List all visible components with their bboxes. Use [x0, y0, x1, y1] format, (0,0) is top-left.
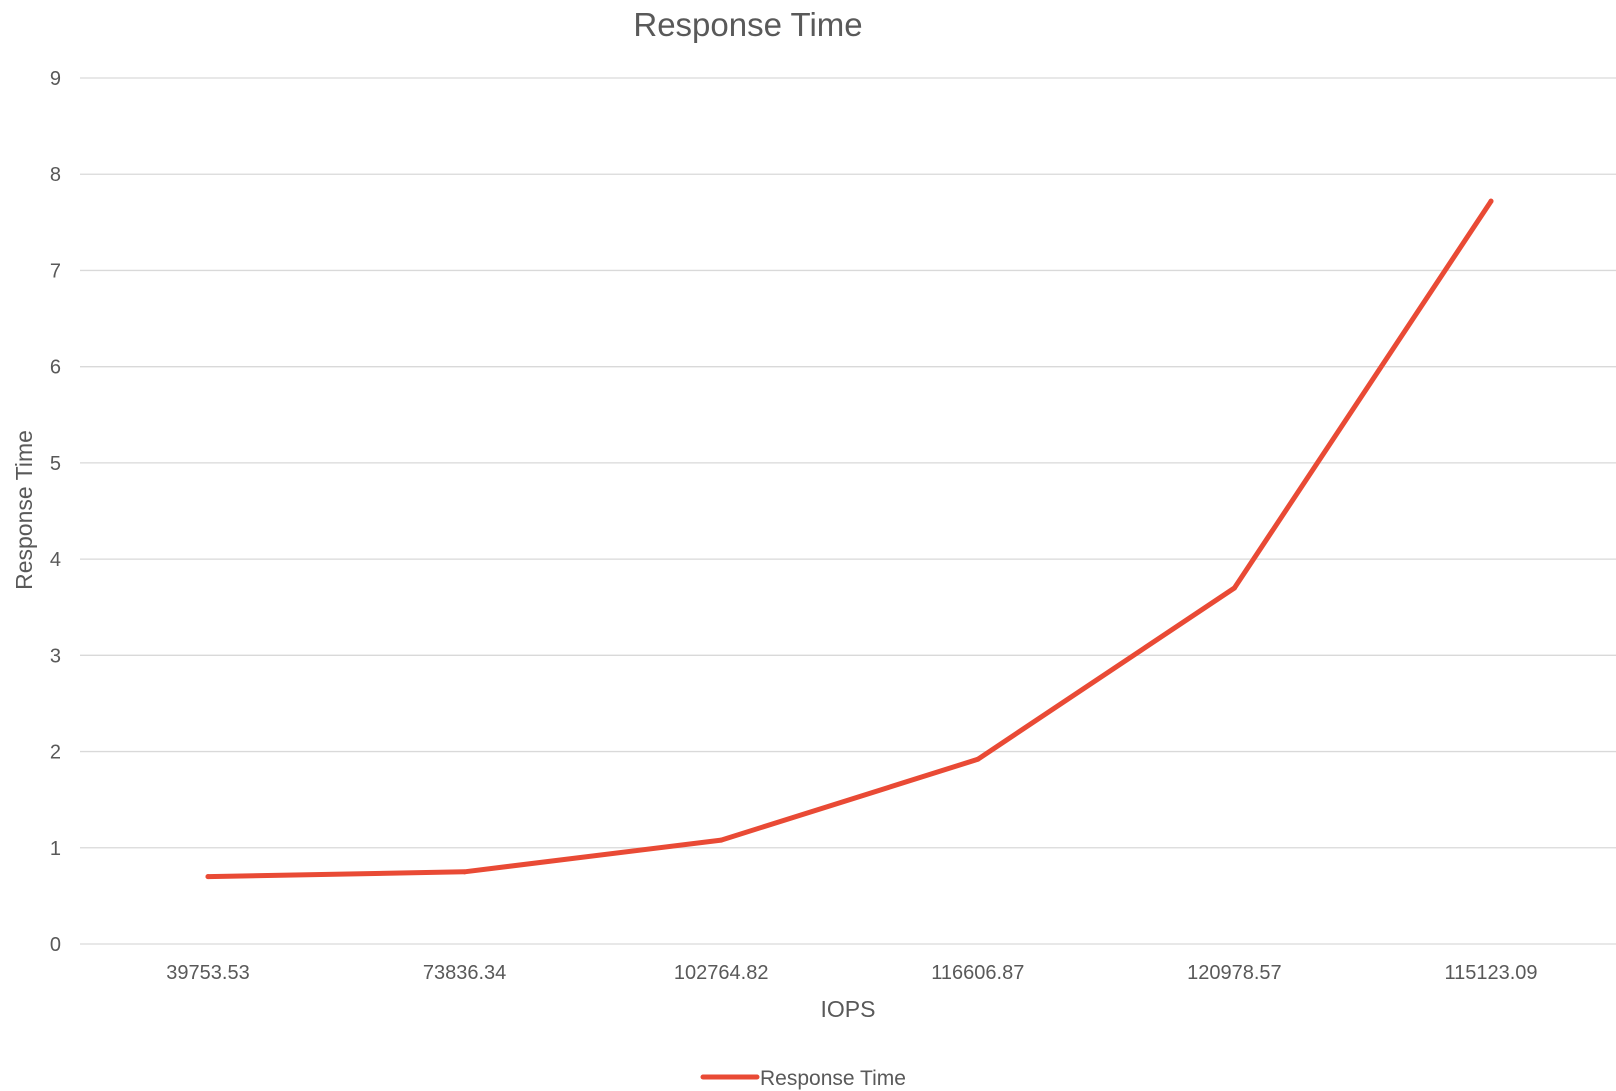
data-point	[462, 869, 468, 875]
x-axis-ticks: 39753.53 73836.34 102764.82 116606.87 120978…	[166, 962, 1537, 984]
x-tick-label: 102764.82	[674, 962, 769, 984]
y-tick-label: 0	[50, 934, 61, 956]
y-tick-label: 6	[50, 357, 61, 379]
data-point	[975, 756, 981, 762]
y-tick-label: 8	[50, 164, 61, 186]
y-tick-label: 9	[50, 68, 61, 90]
x-tick-label: 115123.09	[1444, 962, 1537, 984]
y-tick-label: 7	[50, 260, 61, 282]
y-axis-label: Response Time	[11, 430, 37, 590]
x-axis-label: IOPS	[821, 996, 876, 1022]
y-tick-label: 2	[50, 742, 61, 764]
y-tick-label: 5	[50, 453, 61, 475]
y-tick-label: 3	[50, 645, 61, 667]
data-point	[1231, 585, 1237, 591]
gridlines	[80, 77, 1616, 945]
chart-title: Response Time	[633, 6, 862, 43]
series-line-response-time	[205, 198, 1494, 880]
series-lines	[205, 198, 1494, 880]
data-point	[205, 874, 211, 880]
y-tick-label: 4	[50, 549, 61, 571]
x-tick-label: 73836.34	[423, 962, 506, 984]
y-axis-ticks: 0 1 2 3 4 5 6 7 8 9	[50, 68, 61, 956]
legend: Response Time	[700, 1067, 906, 1090]
x-tick-label: 120978.57	[1187, 962, 1282, 984]
x-tick-label: 39753.53	[166, 962, 249, 984]
data-point	[718, 837, 724, 843]
x-tick-label: 116606.87	[931, 962, 1024, 984]
y-tick-label: 1	[50, 838, 61, 860]
legend-label: Response Time	[760, 1067, 906, 1090]
data-point	[1488, 198, 1494, 204]
